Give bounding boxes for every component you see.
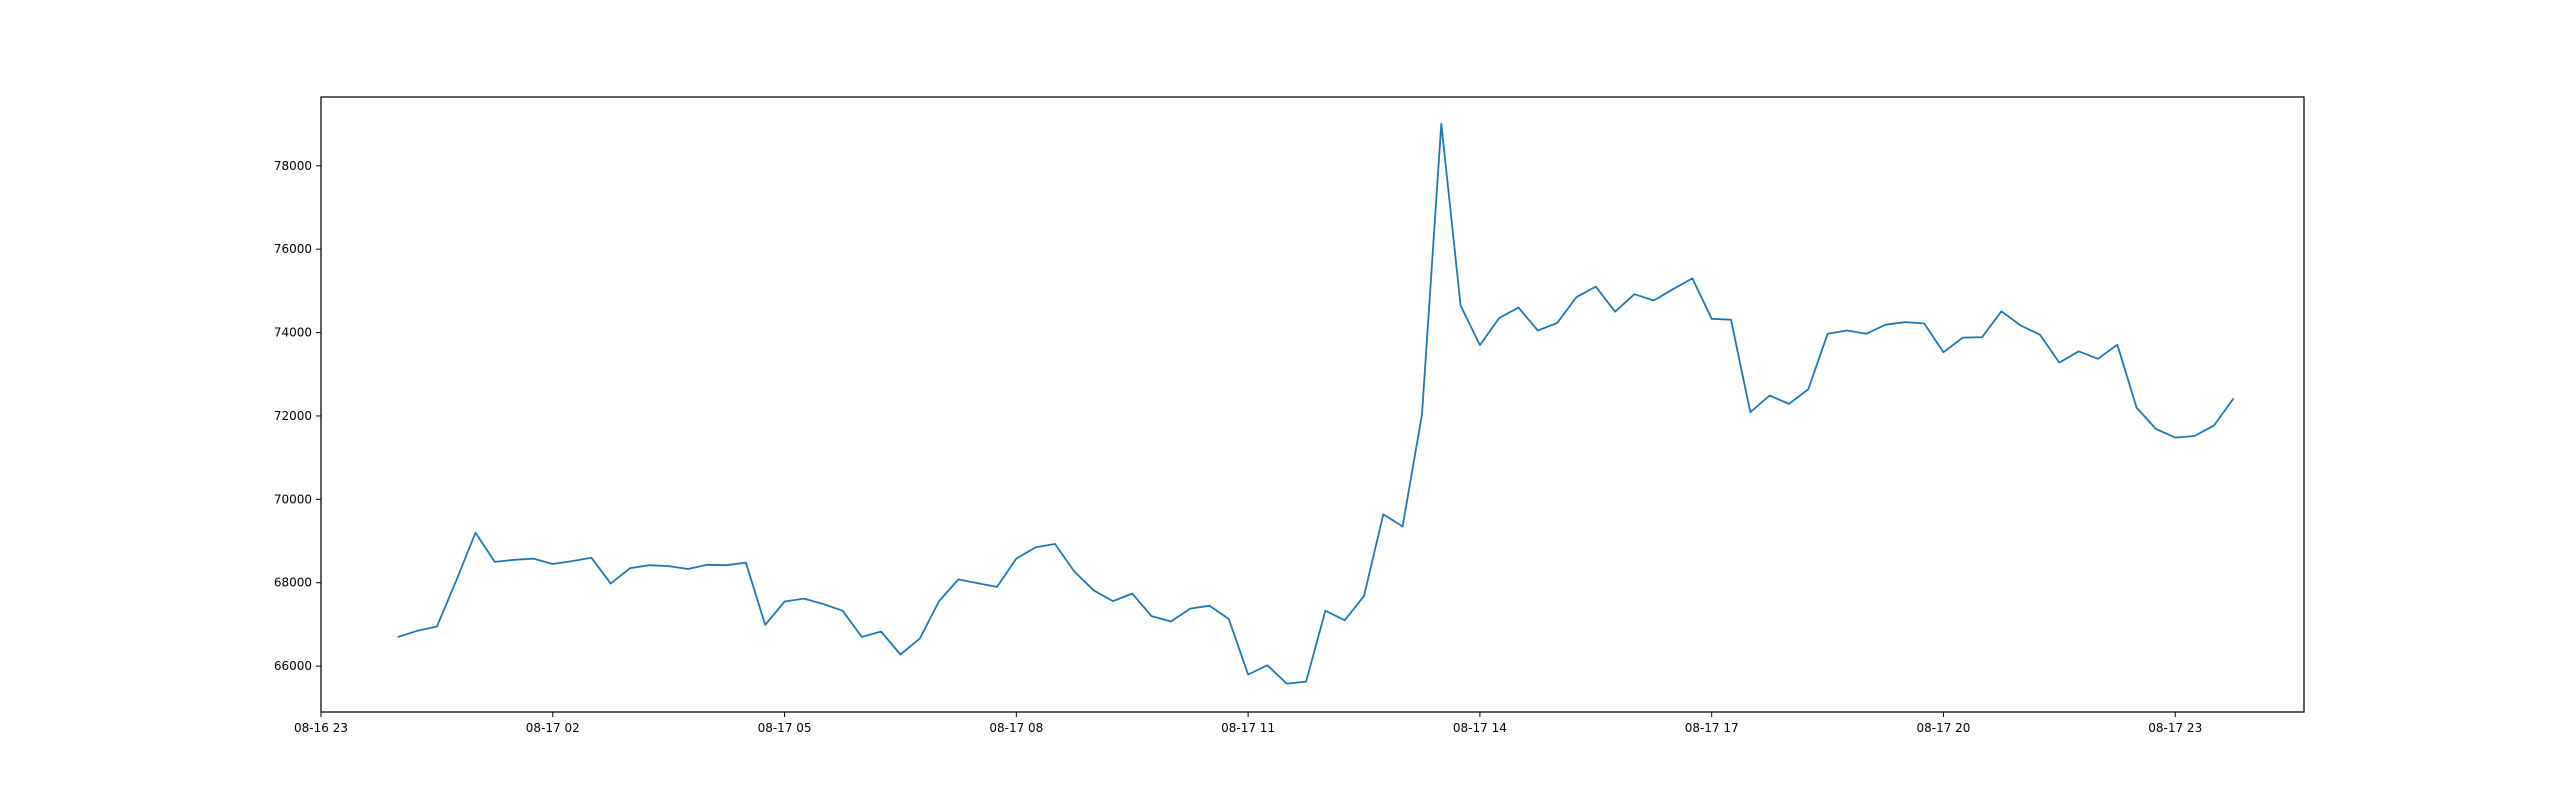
y-axis: 66000 68000 70000 72000 74000 76000 78000 bbox=[274, 159, 321, 673]
x-tick-label: 08-17 08 bbox=[989, 721, 1043, 735]
y-tick-label: 68000 bbox=[274, 576, 312, 590]
x-tick-label: 08-17 20 bbox=[1916, 721, 1970, 735]
x-tick-label: 08-17 02 bbox=[526, 721, 580, 735]
series-line bbox=[397, 122, 2235, 685]
x-tick-label: 08-17 11 bbox=[1221, 721, 1275, 735]
y-tick-label: 72000 bbox=[274, 409, 312, 423]
x-axis: 08-16 23 08-17 02 08-17 05 08-17 08 08-17 11… bbox=[294, 712, 2202, 735]
y-tick-label: 78000 bbox=[274, 159, 312, 173]
plot-area-frame bbox=[320, 96, 2305, 713]
y-tick-label: 76000 bbox=[274, 242, 312, 256]
x-tick-label: 08-17 23 bbox=[2148, 721, 2202, 735]
y-tick-label: 74000 bbox=[274, 326, 312, 340]
x-tick-label: 08-17 14 bbox=[1453, 721, 1507, 735]
x-tick-label: 08-17 05 bbox=[758, 721, 812, 735]
y-tick-label: 70000 bbox=[274, 492, 312, 506]
y-tick-label: 66000 bbox=[274, 659, 312, 673]
x-tick-label: 08-17 17 bbox=[1685, 721, 1739, 735]
x-tick-label: 08-16 23 bbox=[294, 721, 348, 735]
